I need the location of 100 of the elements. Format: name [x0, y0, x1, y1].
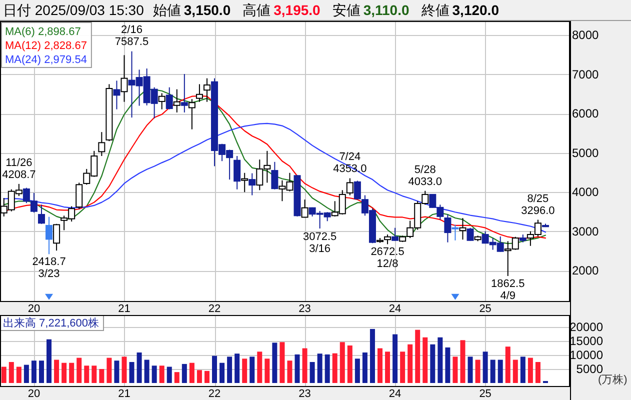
bar	[250, 356, 255, 383]
bar	[84, 366, 90, 383]
header-value: 3,150.0	[184, 2, 231, 18]
bar	[220, 362, 225, 383]
ylabel: (万株)	[598, 374, 628, 386]
bar	[106, 358, 112, 383]
xtick: 24	[388, 388, 402, 400]
bar	[99, 369, 104, 383]
title: 日付 2025/09/03 15:30	[3, 2, 144, 18]
bar	[62, 362, 67, 383]
candlestick	[248, 172, 256, 196]
bar	[174, 372, 180, 383]
candlestick	[301, 199, 308, 218]
xtick: 23	[298, 303, 311, 315]
bar	[294, 354, 300, 383]
candlestick	[166, 86, 173, 110]
candlestick	[46, 216, 53, 255]
candlestick	[180, 73, 188, 113]
bar	[362, 352, 368, 383]
xtick: 21	[118, 388, 130, 400]
candlestick	[188, 98, 196, 130]
bar	[159, 366, 164, 383]
bar	[196, 370, 202, 383]
candlestick	[346, 178, 354, 196]
xtick: 20	[28, 303, 40, 315]
ytick: 4000	[572, 185, 599, 200]
bar	[16, 366, 22, 383]
candlestick	[38, 204, 45, 224]
candlestick	[466, 227, 474, 242]
candlestick	[444, 214, 452, 243]
bar	[122, 356, 127, 383]
ytick: 20000	[570, 320, 603, 334]
bar	[505, 346, 510, 383]
annotation: 11/26 4208.7	[2, 156, 36, 181]
candlestick	[384, 234, 392, 245]
bar	[482, 352, 488, 383]
bar	[302, 348, 308, 383]
bar	[498, 360, 503, 383]
candlestick	[241, 172, 248, 193]
bar	[370, 328, 375, 383]
bar	[347, 345, 352, 383]
bar	[324, 354, 330, 383]
bar	[452, 356, 458, 383]
bar	[234, 354, 240, 383]
bar	[422, 337, 428, 383]
candlestick	[196, 84, 203, 102]
bar	[136, 352, 142, 383]
bar	[264, 358, 270, 383]
bar	[317, 354, 322, 383]
bar	[114, 360, 120, 383]
xtick: 20	[28, 388, 40, 400]
candlestick	[113, 80, 120, 110]
bar	[280, 342, 285, 383]
annotation: 1862.5 4/9	[491, 278, 525, 302]
candlestick	[53, 223, 60, 252]
candlestick	[98, 132, 106, 157]
annotation: 2672.5 12/8	[370, 246, 404, 270]
header-label: 始値	[152, 2, 181, 18]
bar	[8, 362, 14, 383]
header-label: 安値	[332, 2, 360, 18]
bar	[438, 337, 443, 383]
bar	[166, 366, 172, 383]
xtick: 23	[298, 388, 311, 400]
bar	[408, 344, 413, 383]
bar	[445, 347, 450, 383]
bar	[227, 356, 232, 383]
bar	[528, 358, 533, 383]
annotation: 5/28 4033.0	[408, 164, 442, 188]
bar	[152, 366, 157, 383]
candlestick	[173, 88, 180, 113]
bar	[520, 356, 526, 383]
bar	[182, 364, 187, 383]
bar	[1, 366, 6, 383]
bar	[46, 339, 52, 383]
bar	[332, 353, 338, 383]
bar	[257, 352, 262, 383]
bar	[490, 360, 496, 383]
ytick: 8000	[572, 28, 599, 42]
bar	[512, 360, 518, 383]
bar	[54, 360, 60, 383]
candlestick	[271, 161, 278, 190]
bar	[354, 358, 360, 383]
bar	[189, 362, 194, 383]
bar	[415, 330, 420, 383]
bar	[378, 348, 382, 383]
xtick: 21	[118, 303, 130, 315]
bar	[38, 360, 44, 383]
bar	[212, 356, 218, 383]
xtick: 22	[208, 303, 221, 315]
header-label: 高値	[242, 2, 271, 18]
ytick: 5000	[572, 146, 599, 160]
ytick: 15000	[570, 334, 603, 348]
bar	[468, 356, 473, 383]
annotation: 2/16 7587.5	[114, 24, 149, 48]
bar	[272, 342, 278, 383]
bar	[475, 360, 480, 383]
xtick: 22	[208, 388, 221, 400]
bar	[310, 362, 315, 383]
bar	[385, 352, 390, 383]
bar	[535, 362, 540, 383]
